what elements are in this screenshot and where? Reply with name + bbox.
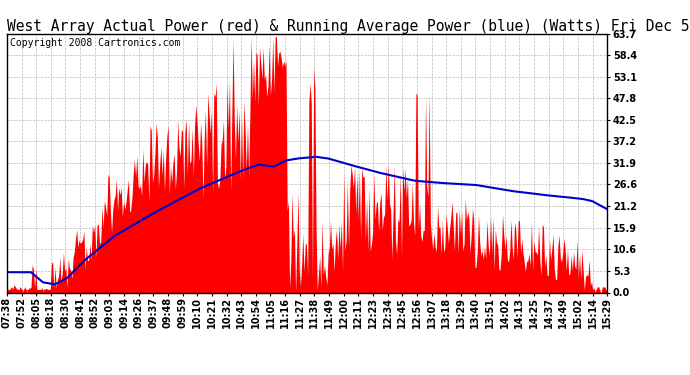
Text: West Array Actual Power (red) & Running Average Power (blue) (Watts) Fri Dec 5 1: West Array Actual Power (red) & Running … [7,19,690,34]
Text: Copyright 2008 Cartronics.com: Copyright 2008 Cartronics.com [10,38,180,48]
